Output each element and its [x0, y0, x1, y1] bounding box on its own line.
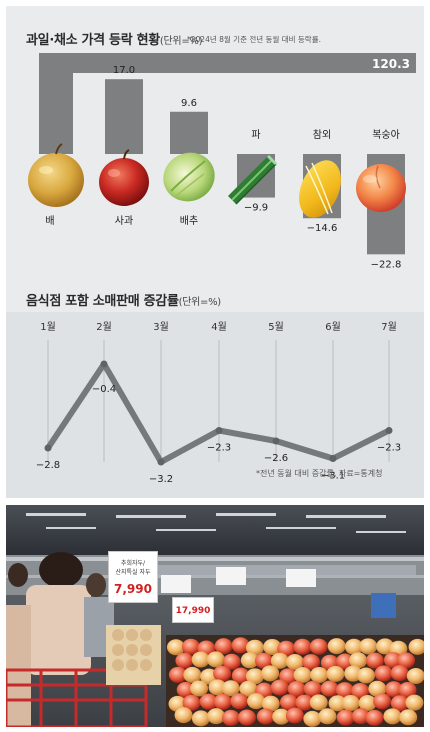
data-label: −0.4 — [92, 384, 116, 395]
data-label: −2.3 — [207, 443, 231, 454]
chart2-title: 음식점 포함 소매판매 증감률(단위=%) — [26, 290, 221, 309]
category-label-korean-melon: 참외 — [313, 129, 331, 141]
data-label: −2.8 — [36, 460, 60, 471]
month-label: 7월 — [381, 321, 397, 333]
supermarket-photo-image — [6, 505, 424, 727]
chart2-unit: (단위=%) — [178, 297, 222, 308]
bar-cabbage — [170, 111, 208, 154]
price-tag-large: 추희자두/ 산지특실 자두 7,990 — [108, 551, 158, 603]
price-tag-small-price: 17,990 — [175, 606, 211, 616]
bar-pear — [39, 53, 416, 154]
chart2-title-text: 음식점 포함 소매판매 증감률 — [26, 294, 179, 309]
price-change-chart: 120.3 17.0 9.6 −9.9 −14.6 −22.8 배 사과 배추 파 참외 복숭아 — [28, 53, 416, 270]
chart1-title-text: 과일·채소 가격 등락 현황 — [26, 33, 160, 48]
category-label-green-onion: 파 — [251, 129, 260, 141]
data-label: −3.1 — [321, 471, 345, 482]
korean-melon-icon — [299, 160, 341, 218]
data-point — [100, 360, 108, 368]
value-label-peach: −22.8 — [371, 259, 402, 270]
category-label-apple: 사과 — [115, 215, 133, 227]
bar-apple — [105, 79, 143, 154]
data-point — [385, 427, 393, 434]
price-tag-large-price: 7,990 — [114, 582, 152, 596]
category-label-peach: 복숭아 — [372, 129, 400, 141]
value-label-green-onion: −9.9 — [244, 203, 268, 214]
data-point — [44, 444, 52, 452]
category-label-cabbage: 배추 — [180, 215, 198, 227]
green-onion-icon — [228, 154, 278, 205]
data-label: −3.2 — [149, 474, 173, 485]
chart1-title: 과일·채소 가격 등락 현황(단위=%) — [26, 29, 203, 48]
retail-sales-panel: 1월 2월 3월 4월 5월 6월 7월 −2.8 −0.4 −3.2 −2.3 −2.6 −3.1 −2… — [6, 312, 424, 498]
supermarket-photo: 추희자두/ 산지특실 자두 7,990 17,990 — [6, 505, 424, 727]
retail-sales-chart: 1월 2월 3월 4월 5월 6월 7월 −2.8 −0.4 −3.2 −2.3 −2.6 −3.1 −2… — [36, 321, 401, 485]
infographic: 120.3 17.0 9.6 −9.9 −14.6 −22.8 배 사과 배추 파 참외 복숭아 과일… — [6, 6, 424, 498]
cabbage-icon — [163, 152, 215, 202]
data-point — [272, 437, 280, 445]
month-label: 1월 — [40, 321, 56, 333]
pear-icon — [28, 143, 84, 207]
value-label-korean-melon: −14.6 — [307, 223, 338, 234]
month-label: 4월 — [211, 321, 227, 333]
category-label-pear: 배 — [45, 215, 54, 227]
value-label-apple: 17.0 — [113, 65, 135, 76]
data-point — [329, 455, 337, 462]
chart1-note: *2024년 8월 기준 전년 동월 대비 등락률. — [187, 35, 321, 44]
month-label: 2월 — [96, 321, 112, 333]
data-label: −2.3 — [377, 443, 401, 454]
peach-icon — [356, 164, 406, 212]
data-label: −2.6 — [264, 453, 288, 464]
data-point — [215, 427, 223, 434]
price-tag-line1: 추희자두/ — [120, 560, 146, 567]
chart2-note: *전년 동월 대비 증감률, 자료=통계청 — [256, 469, 383, 478]
value-label-pear: 120.3 — [372, 57, 410, 71]
month-label: 3월 — [153, 321, 169, 333]
data-point — [157, 458, 165, 466]
chart1-unit: (단위=%) — [159, 36, 203, 47]
apple-icon — [99, 149, 149, 206]
price-tag-small: 17,990 — [172, 597, 214, 623]
month-label: 6월 — [325, 321, 341, 333]
value-label-cabbage: 9.6 — [181, 98, 197, 109]
price-tag-line2: 산지특실 자두 — [115, 569, 151, 576]
month-label: 5월 — [268, 321, 284, 333]
